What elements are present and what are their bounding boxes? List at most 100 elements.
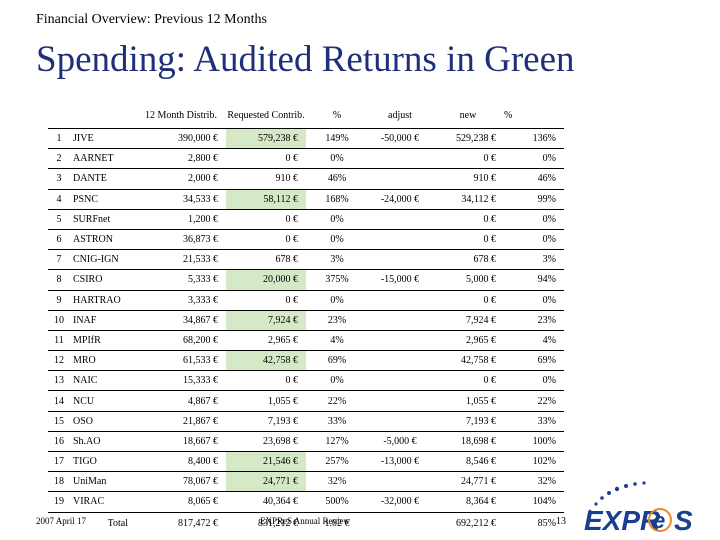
institute-name: CSIRO [70,269,136,290]
distrib-value: 78,067 € [136,471,226,492]
requested-value: 23,698 € [226,430,306,452]
requested-value: 7,193 € [226,410,306,432]
requested-value: 7,924 € [226,309,306,331]
adjust-value: -50,000 € [368,127,432,149]
pct-value: 500% [306,491,368,513]
institute-name: HARTRAO [70,289,136,311]
row-number: 1 [48,127,70,149]
distrib-value: 390,000 € [136,127,226,149]
adjust-value: -5,000 € [368,430,432,452]
institute-name: Sh.AO [70,430,136,452]
distrib-value: 2,800 € [136,148,226,169]
row-number: 11 [48,329,70,351]
new-value: 0 € [432,370,504,391]
table-row: 3 DANTE 2,000 €910 €46% 910 €46% [48,168,564,190]
logo-text-e: e [653,508,665,533]
row-number: 2 [48,148,70,169]
total-adjust [368,511,432,535]
spending-table: 12 Month Distrib. Requested Contrib. % a… [48,88,564,535]
row-number: 17 [48,450,70,472]
adjust-value: -15,000 € [368,269,432,290]
column-header-requested: Requested Contrib. [227,110,305,121]
institute-name: ASTRON [70,228,136,250]
total-spacer [48,511,70,535]
table-row: 6 ASTRON 36,873 €0 €0% 0 €0% [48,228,564,250]
total-row: Total 817,472 €831,212 €1.02 € 692,212 €85… [48,511,564,535]
requested-value: 1,055 € [226,390,306,412]
row-number: 16 [48,430,70,452]
table-row: 1 JIVE 390,000 €579,238 €149% -50,000 €529,… [48,127,564,149]
institute-name: CNIG-IGN [70,249,136,270]
column-header-pct: % [332,110,342,121]
requested-value: 0 € [226,370,306,391]
table-header-row: 12 Month Distrib. Requested Contrib. % a… [48,88,564,129]
page-number: 13 [556,516,566,527]
pct-value: 4% [306,329,368,351]
institute-name: MPIfR [70,329,136,351]
institute-name: PSNC [70,188,136,210]
pct2-value: 0% [504,289,564,311]
new-value: 42,758 € [432,350,504,371]
table-row: 17 TIGO 8,400 €21,546 €257% -13,000 €8,546 … [48,450,564,472]
row-number: 3 [48,168,70,190]
distrib-value: 1,200 € [136,208,226,230]
adjust-value [368,329,432,351]
row-number: 9 [48,289,70,311]
pct2-value: 4% [504,329,564,351]
distrib-value: 68,200 € [136,329,226,351]
adjust-value [368,471,432,492]
requested-value: 20,000 € [226,269,306,290]
table-row: 16 Sh.AO 18,667 €23,698 €127% -5,000 €18,69… [48,430,564,452]
pct-value: 0% [306,208,368,230]
table-row: 12 MRO 61,533 €42,758 €69% 42,758 €69% [48,350,564,371]
column-header-pct2: % [504,110,513,121]
row-number: 14 [48,390,70,412]
institute-name: NAIC [70,370,136,391]
pct2-value: 104% [504,491,564,513]
expres-logo: EXPR e S [584,481,693,536]
pct2-value: 3% [504,249,564,270]
new-value: 529,238 € [432,127,504,149]
adjust-value [368,410,432,432]
distrib-value: 4,867 € [136,390,226,412]
institute-name: JIVE [70,127,136,149]
pct2-value: 0% [504,148,564,169]
requested-value: 0 € [226,208,306,230]
new-value: 7,924 € [432,309,504,331]
row-number: 10 [48,309,70,331]
row-number: 5 [48,208,70,230]
new-value: 24,771 € [432,471,504,492]
new-value: 1,055 € [432,390,504,412]
adjust-value: -13,000 € [368,450,432,472]
institute-name: TIGO [70,450,136,472]
requested-value: 24,771 € [226,471,306,492]
table-row: 13 NAIC 15,333 €0 €0% 0 €0% [48,370,564,391]
distrib-value: 8,400 € [136,450,226,472]
distrib-value: 21,533 € [136,249,226,270]
logo-text-right: S [674,505,693,536]
distrib-value: 61,533 € [136,350,226,371]
row-number: 13 [48,370,70,391]
total-new: 692,212 € [432,511,504,535]
adjust-value [368,228,432,250]
table-row: 14 NCU 4,867 €1,055 €22% 1,055 €22% [48,390,564,412]
distrib-value: 21,867 € [136,410,226,432]
new-value: 8,546 € [432,450,504,472]
adjust-value [368,168,432,190]
new-value: 7,193 € [432,410,504,432]
institute-name: SURFnet [70,208,136,230]
distrib-value: 18,667 € [136,430,226,452]
adjust-value: -24,000 € [368,188,432,210]
distrib-value: 3,333 € [136,289,226,311]
pct2-value: 33% [504,410,564,432]
institute-name: UniMan [70,471,136,492]
column-header-distrib: 12 Month Distrib. [145,110,217,121]
table-row: 8 CSIRO 5,333 €20,000 €375% -15,000 €5,000 … [48,269,564,290]
pct-value: 69% [306,350,368,371]
new-value: 2,965 € [432,329,504,351]
pct-value: 22% [306,390,368,412]
pct2-value: 22% [504,390,564,412]
pct2-value: 23% [504,309,564,331]
pct2-value: 99% [504,188,564,210]
column-header-new: new [459,110,477,121]
